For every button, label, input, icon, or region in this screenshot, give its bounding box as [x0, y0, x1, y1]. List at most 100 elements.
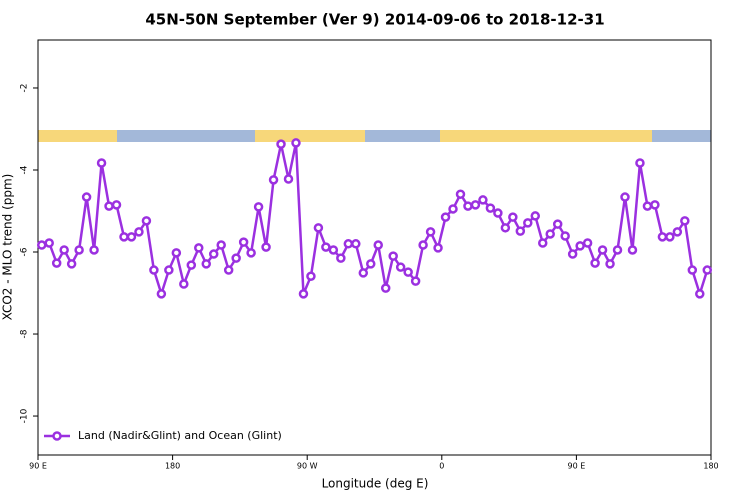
- data-point: [448, 204, 458, 214]
- data-point: [59, 245, 69, 255]
- data-point: [470, 200, 481, 210]
- data-point: [605, 259, 615, 269]
- x-tick-label: 90 E: [29, 462, 47, 471]
- y-tick-label: -2: [20, 83, 30, 92]
- data-point: [321, 242, 331, 252]
- data-point: [111, 200, 122, 210]
- data-point: [538, 238, 548, 248]
- data-point: [508, 212, 518, 222]
- data-point: [530, 211, 541, 221]
- data-point: [567, 249, 578, 259]
- data-point: [425, 227, 436, 237]
- y-tick-label: -4: [20, 165, 30, 174]
- x-tick-label: 180: [165, 462, 180, 471]
- chart-title: 45N-50N September (Ver 9) 2014-09-06 to …: [145, 11, 604, 29]
- data-point: [590, 258, 600, 268]
- data-point: [358, 268, 369, 278]
- y-tick-label: -8: [20, 329, 30, 338]
- data-point: [642, 201, 653, 211]
- legend-label: Land (Nadir&Glint) and Ocean (Glint): [78, 429, 282, 442]
- data-point: [575, 241, 585, 251]
- data-point: [552, 219, 563, 229]
- data-point: [582, 238, 593, 248]
- data-point: [231, 253, 241, 263]
- data-point: [246, 248, 256, 258]
- data-point: [366, 259, 376, 269]
- data-point: [216, 240, 226, 250]
- data-point: [395, 262, 406, 272]
- data-point: [89, 245, 99, 255]
- data-point: [134, 227, 144, 237]
- data-point: [44, 238, 54, 248]
- data-point: [186, 260, 197, 270]
- data-point: [695, 289, 705, 299]
- map-strip: [38, 130, 711, 142]
- data-point: [560, 231, 570, 241]
- data-point: [126, 232, 137, 242]
- x-tick-label: 90 E: [568, 462, 586, 471]
- y-tick-label: -6: [20, 247, 30, 256]
- data-point: [403, 267, 413, 277]
- series-line: [41, 142, 709, 299]
- data-point: [336, 253, 346, 263]
- data-point: [523, 218, 533, 228]
- data-point: [208, 249, 219, 259]
- data-point: [291, 138, 301, 148]
- data-point: [156, 289, 167, 299]
- data-point: [66, 259, 77, 269]
- data-point: [164, 265, 174, 275]
- data-point: [380, 283, 391, 293]
- data-point: [313, 223, 324, 233]
- data-point: [268, 175, 279, 185]
- data-point: [410, 276, 421, 286]
- data-point: [627, 245, 638, 255]
- data-point: [500, 223, 511, 233]
- data-point: [223, 265, 234, 275]
- data-point: [388, 251, 398, 261]
- data-point: [351, 239, 361, 249]
- data-point: [665, 232, 675, 242]
- data-point: [119, 232, 129, 242]
- data-point: [493, 208, 503, 218]
- data-point: [171, 248, 182, 258]
- data-point: [104, 201, 114, 211]
- data-point: [373, 240, 383, 250]
- data-point: [194, 243, 204, 253]
- data-point: [620, 192, 630, 202]
- x-axis-label: Longitude (deg E): [322, 477, 429, 491]
- y-tick-label: -10: [20, 408, 30, 423]
- data-point: [433, 243, 443, 253]
- data-point: [597, 245, 608, 255]
- data-point: [485, 203, 496, 213]
- y-axis-label: XCO2 - MLO trend (ppm): [1, 174, 15, 321]
- x-tick-label: 90 W: [297, 462, 318, 471]
- data-point: [261, 242, 271, 252]
- x-tick-label: 180: [703, 462, 718, 471]
- data-point: [680, 216, 690, 226]
- data-point: [96, 158, 107, 168]
- data-point: [283, 174, 294, 184]
- data-point: [657, 232, 668, 242]
- data-point: [51, 258, 62, 268]
- data-point: [463, 201, 473, 211]
- legend-marker: [52, 431, 62, 441]
- data-point: [672, 227, 683, 237]
- x-tick-label: 0: [439, 462, 444, 471]
- data-point: [478, 195, 488, 205]
- data-point: [515, 226, 526, 236]
- data-point: [179, 279, 189, 289]
- data-point: [635, 158, 645, 168]
- data-point: [74, 245, 84, 255]
- data-point: [612, 245, 623, 255]
- data-point: [343, 239, 354, 249]
- data-point: [418, 240, 428, 250]
- data-point: [81, 192, 92, 202]
- data-point: [253, 202, 264, 212]
- data-point: [141, 216, 152, 226]
- data-point: [650, 200, 660, 210]
- data-point: [298, 289, 309, 299]
- data-point: [328, 245, 339, 255]
- data-point: [36, 240, 47, 250]
- data-point: [440, 212, 451, 222]
